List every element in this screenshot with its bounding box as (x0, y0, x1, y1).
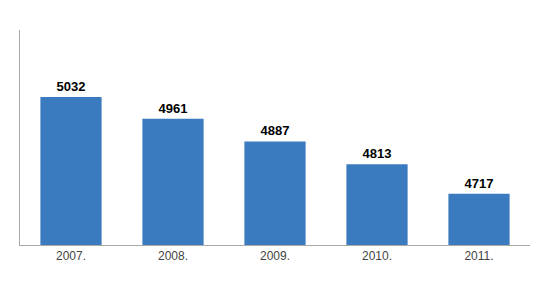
svg-text:4961: 4961 (159, 101, 188, 116)
svg-text:2011.: 2011. (464, 249, 493, 263)
svg-text:2010.: 2010. (362, 249, 392, 263)
svg-text:2009.: 2009. (260, 249, 290, 263)
svg-text:2007.: 2007. (56, 249, 86, 263)
svg-text:4717: 4717 (465, 176, 494, 191)
svg-text:2008.: 2008. (158, 249, 188, 263)
svg-text:4813: 4813 (363, 146, 392, 161)
svg-text:5032: 5032 (57, 79, 86, 94)
svg-text:4887: 4887 (261, 123, 290, 138)
